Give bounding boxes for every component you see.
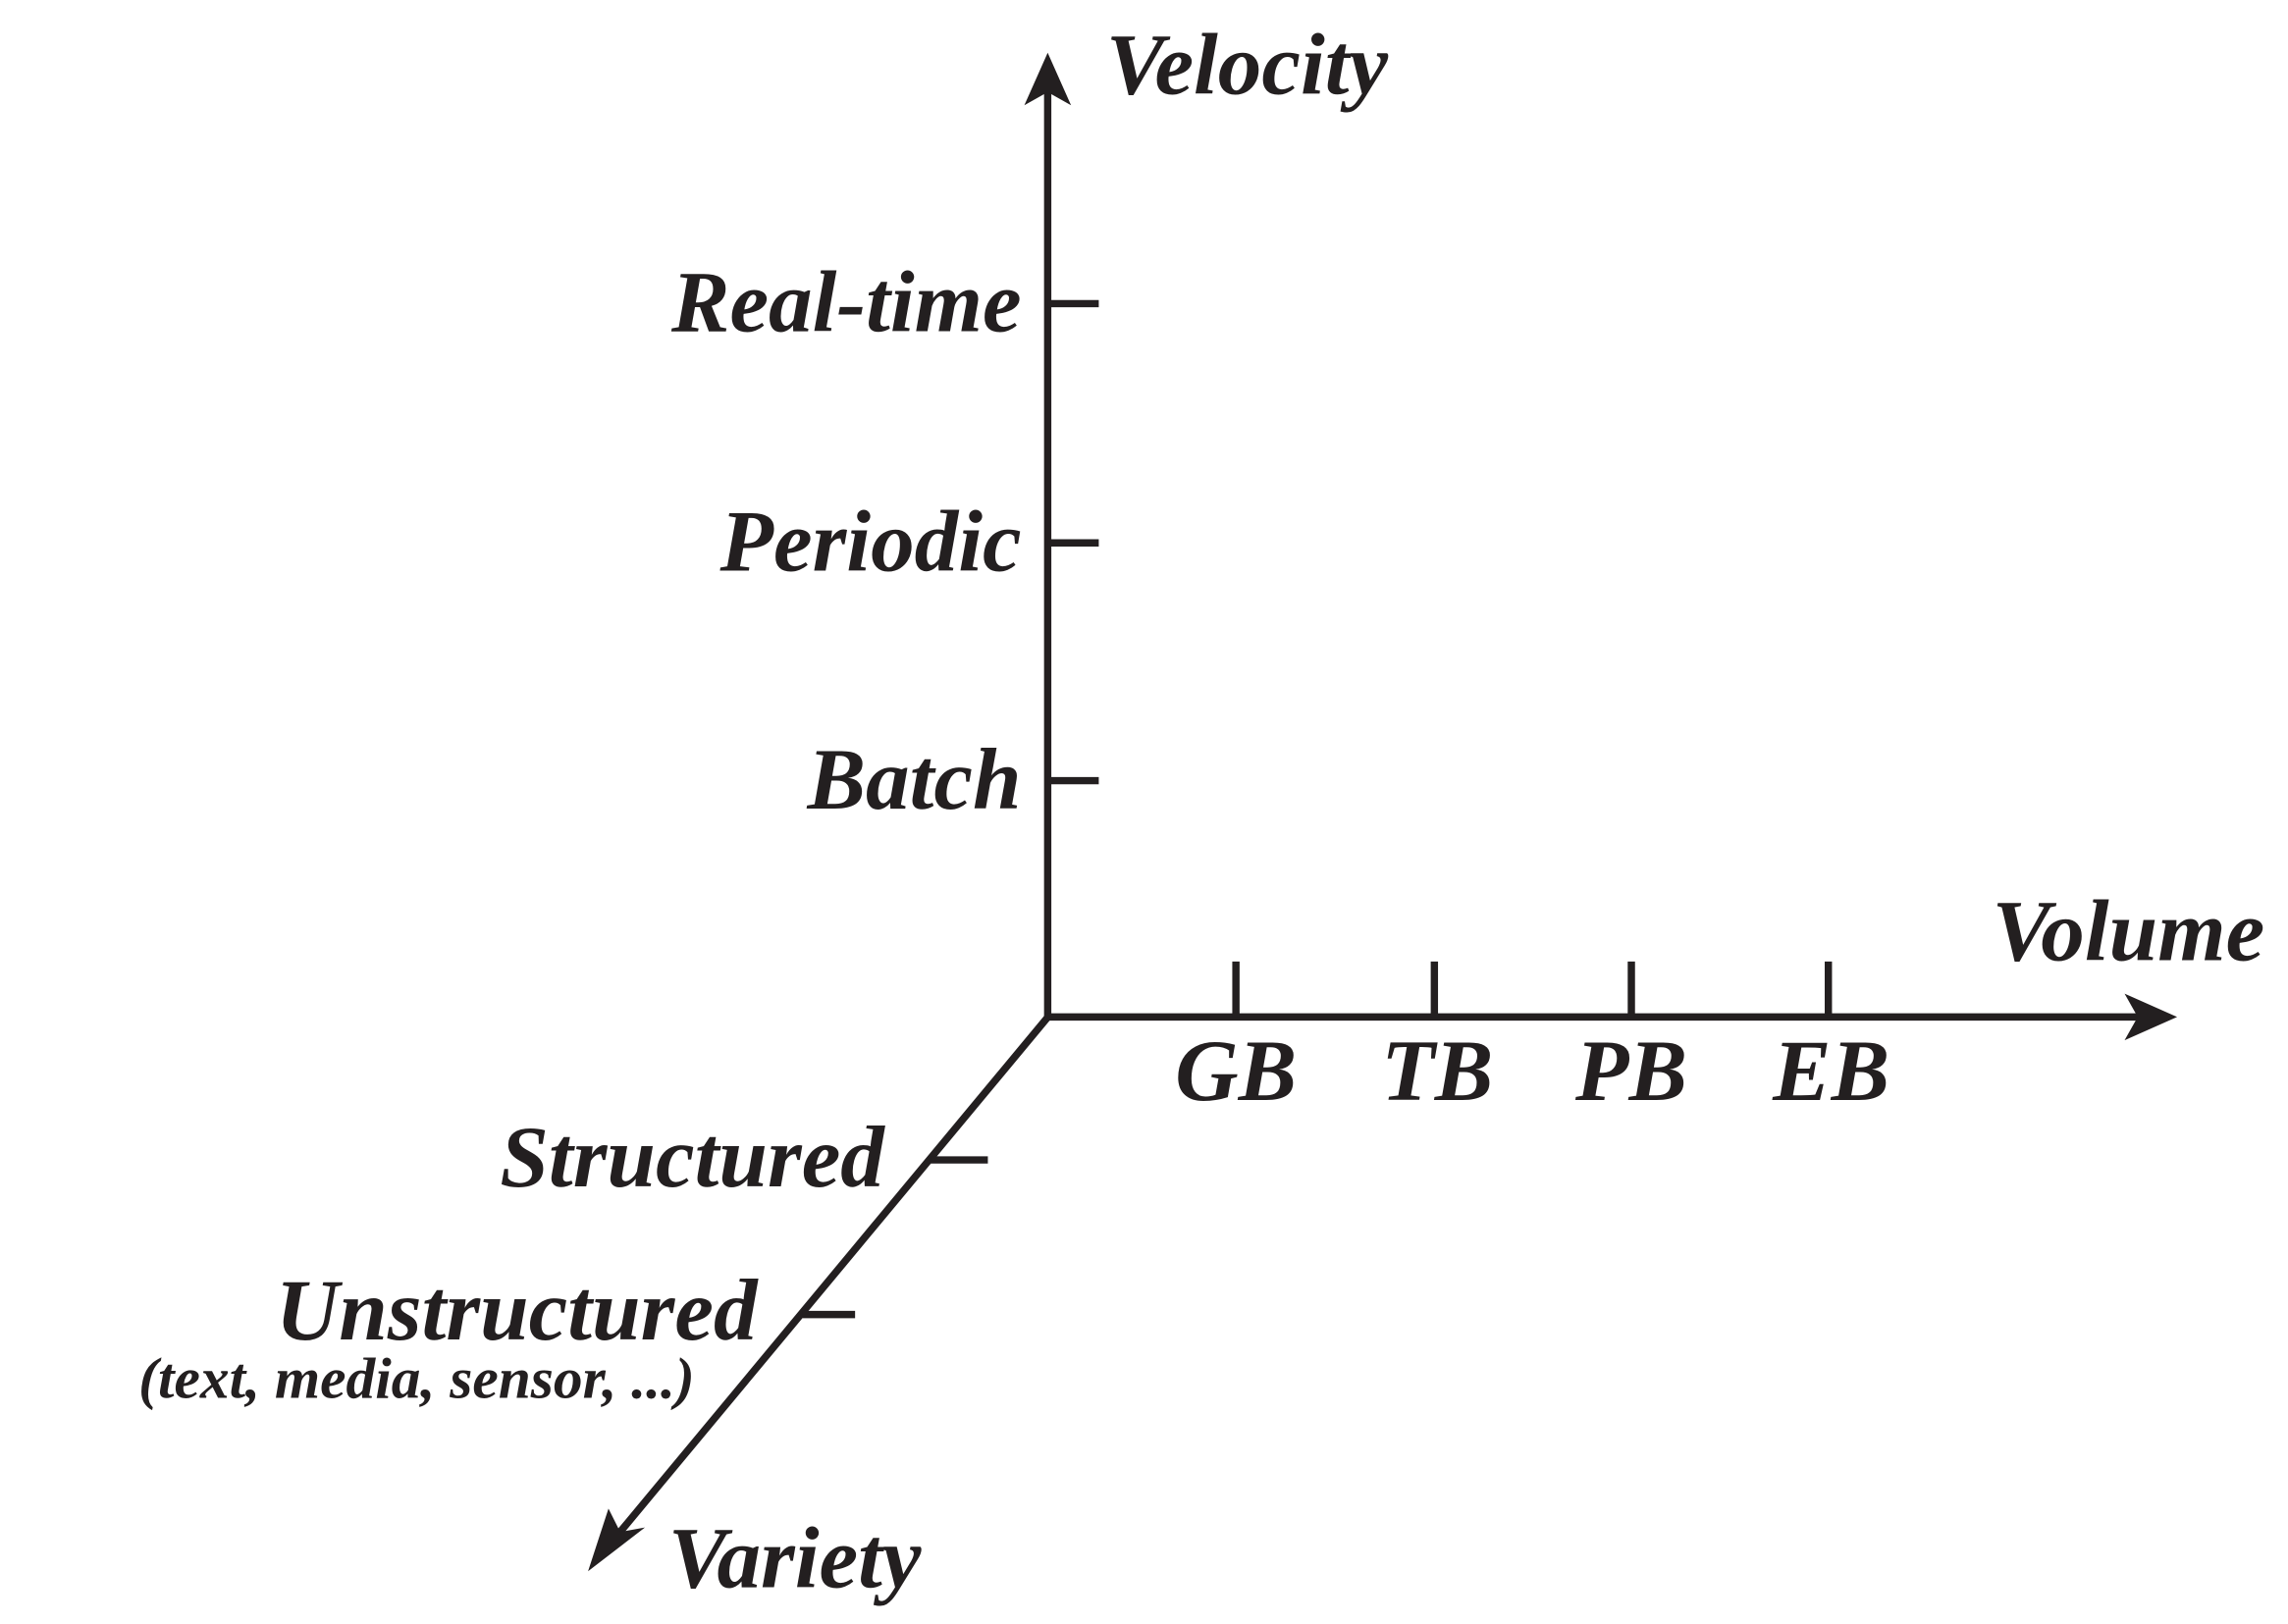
variety-arrow bbox=[588, 1508, 646, 1572]
tick-label: Periodic bbox=[719, 494, 1022, 590]
tick-label: Unstructured bbox=[276, 1263, 759, 1359]
velocity-arrow bbox=[1024, 52, 1072, 106]
variety-label: Variety bbox=[668, 1511, 922, 1607]
volume-label: Volume bbox=[1993, 883, 2265, 979]
variety-axis bbox=[610, 1013, 1052, 1544]
tick-label: GB bbox=[1175, 1023, 1297, 1120]
tick-label: TB bbox=[1381, 1023, 1493, 1120]
velocity-label: Velocity bbox=[1106, 17, 1389, 113]
tick-label: Real-time bbox=[670, 255, 1022, 351]
tick-label: Batch bbox=[807, 732, 1022, 828]
tick-note: (text, media, sensor, ...) bbox=[138, 1345, 694, 1410]
tick-label: PB bbox=[1574, 1023, 1687, 1120]
tick-label: EB bbox=[1772, 1023, 1889, 1120]
volume-arrow bbox=[2124, 993, 2178, 1041]
tick-label: Structured bbox=[500, 1110, 885, 1206]
